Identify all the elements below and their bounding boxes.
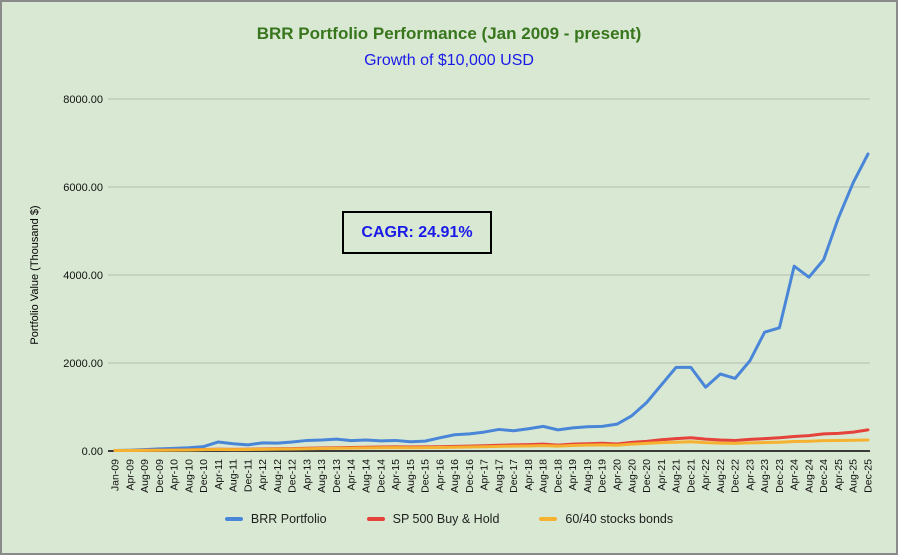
x-axis-tick-label: Apr-18 <box>523 459 535 491</box>
legend-marker-6040 <box>539 517 558 521</box>
x-axis-tick-label: Aug-13 <box>316 459 328 493</box>
x-axis-tick-label: Aug-10 <box>183 459 195 493</box>
x-axis-tick-label: Aug-15 <box>405 459 417 493</box>
x-axis-tick-label: Aug-16 <box>449 459 461 493</box>
x-axis-tick-label: Aug-11 <box>228 459 240 492</box>
x-axis-tick-label: Aug-18 <box>538 459 550 493</box>
x-axis-tick-label: Dec-22 <box>730 459 742 493</box>
x-axis-tick-label: Apr-22 <box>700 459 712 491</box>
x-axis-tick-label: Dec-11 <box>242 459 254 492</box>
cagr-annotation: CAGR: 24.91% <box>342 211 492 254</box>
x-axis-tick-label: Apr-12 <box>257 459 269 491</box>
series-line-0 <box>113 152 870 453</box>
x-axis-tick-label: Aug-14 <box>361 459 373 493</box>
legend-item-brr-portfolio: BRR Portfolio <box>224 512 327 526</box>
x-axis-tick-label: Apr-14 <box>346 459 358 491</box>
y-axis-tick-label: 0.00 <box>82 446 103 458</box>
x-axis-tick-label: Dec-14 <box>375 459 387 493</box>
y-axis-tick-label: 2000.00 <box>63 358 103 370</box>
x-axis-tick-label: Apr-21 <box>656 459 668 491</box>
y-axis-tick-label: 6000.00 <box>63 182 103 194</box>
legend-label-brr-portfolio: BRR Portfolio <box>250 512 327 526</box>
legend-item-sp500: SP 500 Buy & Hold <box>366 512 500 526</box>
page-title: BRR Portfolio Performance (Jan 2009 - pr… <box>256 24 642 43</box>
legend-marker-brr-portfolio <box>224 517 243 521</box>
x-axis-tick-label: Dec-24 <box>818 459 830 493</box>
x-axis-tick-label: Dec-18 <box>552 459 564 493</box>
x-axis-tick-label: Aug-19 <box>582 459 594 493</box>
legend-label-6040: 60/40 stocks bonds <box>565 512 674 526</box>
chart-subtitle: Growth of $10,000 USD <box>364 52 534 69</box>
legend-item-6040: 60/40 stocks bonds <box>539 512 673 526</box>
legend: BRR Portfolio SP 500 Buy & Hold 60/40 st… <box>2 512 896 526</box>
x-axis-tick-label: Apr-20 <box>612 459 624 491</box>
legend-marker-sp500 <box>366 517 385 521</box>
x-axis-tick-label: Dec-09 <box>154 459 166 493</box>
x-axis-tick-label: Apr-17 <box>479 459 491 491</box>
x-axis-tick-label: Dec-23 <box>774 459 786 493</box>
x-axis-tick-label: Apr-25 <box>833 459 845 491</box>
x-axis-tick-label: Aug-21 <box>671 459 683 493</box>
x-axis-tick-label: Dec-20 <box>641 459 653 493</box>
x-axis-tick-label: Apr-23 <box>744 459 756 491</box>
x-axis-tick-label: Jan-09 <box>110 459 122 491</box>
x-axis-tick-label: Apr-19 <box>567 459 579 491</box>
x-axis-tick-label: Apr-16 <box>434 459 446 491</box>
x-axis-tick-label: Dec-17 <box>508 459 520 493</box>
x-axis-tick-label: Aug-24 <box>803 459 815 493</box>
x-axis-tick-label: Aug-12 <box>272 459 284 493</box>
y-axis-tick-label: 8000.00 <box>63 94 103 106</box>
x-axis-tick-label: Dec-19 <box>597 459 609 493</box>
x-axis-tick-label: Dec-21 <box>685 459 697 493</box>
x-axis-tick-label: Dec-16 <box>464 459 476 493</box>
x-axis-tick-label: Apr-11 <box>213 459 225 490</box>
x-axis-tick-label: Apr-15 <box>390 459 402 491</box>
x-axis-tick-label: Aug-17 <box>493 459 505 493</box>
legend-label-sp500: SP 500 Buy & Hold <box>392 512 500 526</box>
x-axis-tick-label: Aug-22 <box>715 459 727 493</box>
x-axis-tick-label: Dec-13 <box>331 459 343 493</box>
x-axis-tick-label: Aug-25 <box>848 459 860 493</box>
x-axis-tick-label: Dec-12 <box>287 459 299 493</box>
y-axis-tick-label: 4000.00 <box>63 270 103 282</box>
x-axis-tick-label: Apr-24 <box>789 459 801 491</box>
x-axis-tick-label: Dec-10 <box>198 459 210 493</box>
y-axis-title: Portfolio Value (Thousand $) <box>29 205 41 344</box>
x-axis-tick-label: Apr-09 <box>124 459 136 491</box>
x-axis-tick-label: Aug-20 <box>626 459 638 493</box>
cagr-annotation-text: CAGR: 24.91% <box>361 223 473 241</box>
x-axis-tick-label: Apr-10 <box>169 459 181 491</box>
x-axis-tick-label: Aug-23 <box>759 459 771 493</box>
x-axis-tick-label: Aug-09 <box>139 459 151 493</box>
x-axis-tick-label: Dec-25 <box>863 459 875 493</box>
x-axis-tick-label: Apr-13 <box>301 459 313 491</box>
x-axis-tick-label: Dec-15 <box>420 459 432 493</box>
series-line-2 <box>113 438 870 453</box>
